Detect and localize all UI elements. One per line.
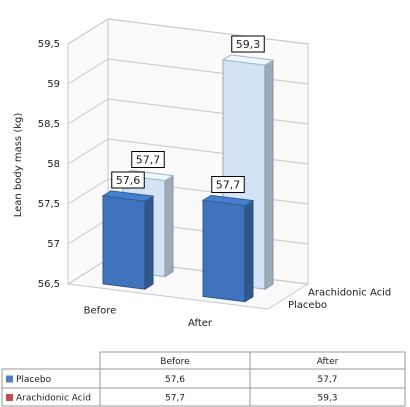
bar-side bbox=[164, 174, 174, 278]
y-tick-label: 59 bbox=[47, 79, 60, 90]
table-value: 57,6 bbox=[165, 375, 185, 385]
depth-label: Placebo bbox=[288, 300, 327, 311]
bar bbox=[201, 194, 255, 303]
value-label-box bbox=[231, 35, 265, 53]
legend-label: Arachidonic Acid bbox=[16, 394, 91, 404]
table-header: Before bbox=[160, 357, 190, 367]
table-value: 57,7 bbox=[165, 394, 185, 404]
legend-label: Placebo bbox=[16, 375, 52, 385]
table-value: 57,7 bbox=[317, 375, 337, 385]
value-label: 57,7 bbox=[216, 179, 241, 192]
bar-front bbox=[102, 195, 146, 290]
depth-label: Arachidonic Acid bbox=[308, 287, 391, 298]
bar-side bbox=[144, 195, 154, 291]
y-tick-label: 57 bbox=[47, 239, 60, 250]
bar-front bbox=[202, 199, 246, 303]
y-tick-label: 56,5 bbox=[38, 279, 60, 290]
bar bbox=[101, 190, 155, 291]
bar-top bbox=[201, 194, 255, 207]
y-tick-label: 58 bbox=[47, 159, 60, 170]
value-label-box bbox=[131, 151, 165, 168]
y-tick-label: 58,5 bbox=[38, 119, 60, 130]
bar-side bbox=[264, 59, 274, 291]
y-axis-title: Lean body mass (kg) bbox=[13, 113, 24, 218]
table-value: 59,3 bbox=[317, 394, 337, 404]
y-tick-label: 59,5 bbox=[38, 39, 60, 50]
legend-key bbox=[6, 375, 13, 383]
value-label-box bbox=[111, 171, 145, 189]
bar-top bbox=[221, 54, 275, 66]
value-label-box bbox=[211, 176, 245, 193]
value-label: 59,3 bbox=[236, 38, 261, 51]
value-label: 57,7 bbox=[136, 154, 161, 167]
x-tick-label: After bbox=[188, 318, 213, 329]
x-tick-label: Before bbox=[84, 305, 117, 316]
value-label: 57,6 bbox=[116, 174, 141, 187]
bar-top bbox=[101, 190, 155, 202]
y-tick-label: 57,5 bbox=[38, 199, 60, 210]
bar-side bbox=[244, 199, 254, 303]
table-header: After bbox=[317, 357, 339, 367]
legend-key bbox=[6, 394, 13, 401]
